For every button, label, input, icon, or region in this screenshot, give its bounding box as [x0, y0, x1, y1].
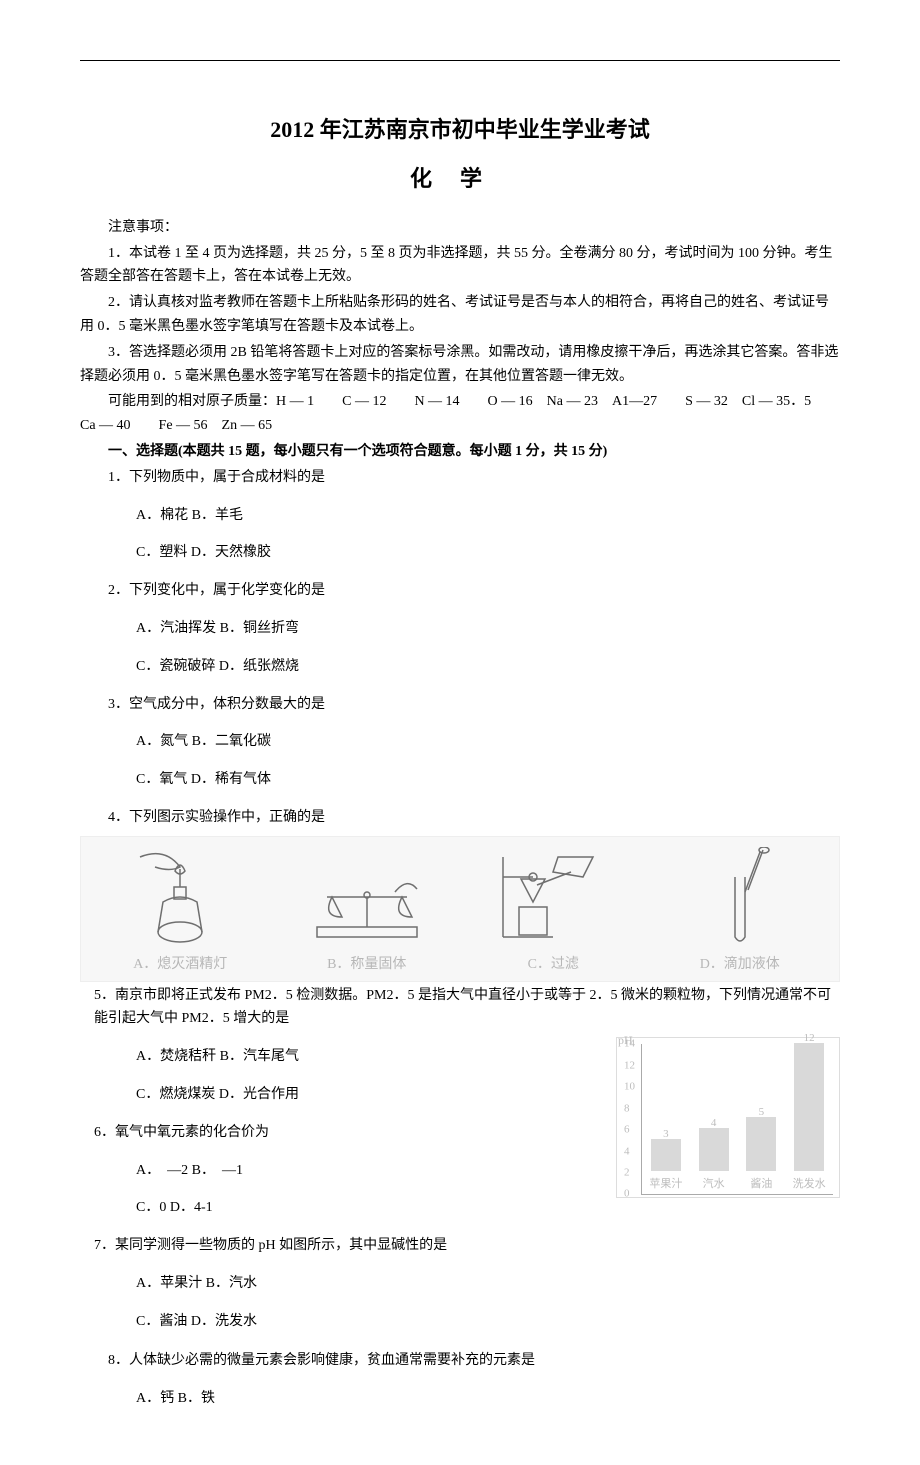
- ph-bar-2-val: 5: [746, 1103, 776, 1122]
- ph-ytick-2: 2: [624, 1163, 630, 1182]
- ph-bar-1-lab: 汽水: [697, 1175, 731, 1194]
- ph-bar-3: 12 洗发水: [792, 1043, 826, 1194]
- q3-opt-d: D．稀有气体: [191, 772, 271, 787]
- question-4: 4．下列图示实验操作中，正确的是: [108, 806, 840, 830]
- q4-fig-b: B．称量固体: [274, 847, 461, 977]
- q1-opt-d: D．天然橡胶: [191, 545, 271, 560]
- q7-opts-row1: A．苹果汁 B．汽水: [136, 1272, 840, 1296]
- q6-opt-c: C．0: [136, 1200, 166, 1215]
- notice-2: 2．请认真核对监考教师在答题卡上所粘贴条形码的姓名、考试证号是否与本人的相符合，…: [80, 291, 840, 339]
- ph-bar-1-val: 4: [699, 1114, 729, 1133]
- q8-opt-b: B．铁: [178, 1391, 215, 1406]
- q5-opt-c: C．燃烧煤炭: [136, 1087, 215, 1102]
- ph-chart: pH 14 12 10 8 6 4 2 0 3 苹果汁 4 汽水: [616, 1037, 840, 1198]
- title-sub: 化学: [80, 160, 840, 197]
- q2-opts-row1: A．汽油挥发 B．铜丝折弯: [136, 617, 840, 641]
- q3-opt-c: C．氧气: [136, 772, 187, 787]
- q4-fig-c: C．过滤: [460, 847, 647, 977]
- top-rule: [80, 60, 840, 61]
- q1-opt-c: C．塑料: [136, 545, 187, 560]
- dropper-tube-icon: [685, 847, 795, 947]
- ph-ytick-4: 4: [624, 1142, 630, 1161]
- q8-opt-a: A．钙: [136, 1391, 174, 1406]
- ph-bar-2-lab: 酱油: [744, 1175, 778, 1194]
- q3-opts-row1: A．氮气 B．二氧化碳: [136, 730, 840, 754]
- notice-3: 3．答选择题必须用 2B 铅笔将答题卡上对应的答案标号涂黑。如需改动，请用橡皮擦…: [80, 341, 840, 389]
- q6-opt-d: D．4-1: [170, 1200, 213, 1215]
- ph-bar-2-rect: 5: [746, 1117, 776, 1171]
- ph-bar-1-rect: 4: [699, 1128, 729, 1171]
- alcohol-lamp-icon: [125, 847, 235, 947]
- notice-heading: 注意事项：: [80, 216, 840, 240]
- ph-bar-1: 4 汽水: [697, 1128, 731, 1194]
- notice-1: 1．本试卷 1 至 4 页为选择题，共 25 分，5 至 8 页为非选择题，共 …: [80, 242, 840, 290]
- q3-opt-b: B．二氧化碳: [192, 734, 271, 749]
- q5-opt-b: B．汽车尾气: [220, 1049, 299, 1064]
- q8-opts-row1: A．钙 B．铁: [136, 1387, 840, 1411]
- q1-opt-b: B．羊毛: [192, 508, 243, 523]
- q4-opt-c: C．过滤: [460, 953, 647, 977]
- q3-opt-a: A．氮气: [136, 734, 188, 749]
- q2-opt-a: A．汽油挥发: [136, 621, 216, 636]
- q4-opt-a: A．熄灭酒精灯: [87, 953, 274, 977]
- ph-bar-0-lab: 苹果汁: [649, 1175, 683, 1194]
- q7-opt-d: D．洗发水: [191, 1314, 257, 1329]
- section1-heading: 一、选择题(本题共 15 题，每小题只有一个选项符合题意。每小题 1 分，共 1…: [80, 440, 840, 464]
- question-8: 8．人体缺少必需的微量元素会影响健康，贫血通常需要补充的元素是 A．钙 B．铁: [108, 1349, 840, 1411]
- ph-ytick-8: 8: [624, 1099, 630, 1118]
- question-1: 1．下列物质中，属于合成材料的是 A．棉花 B．羊毛 C．塑料 D．天然橡胶: [108, 466, 840, 565]
- ph-bar-0: 3 苹果汁: [649, 1139, 683, 1194]
- q1-opts-row2: C．塑料 D．天然橡胶: [136, 541, 840, 565]
- q1-opts-row1: A．棉花 B．羊毛: [136, 504, 840, 528]
- q7-opt-a: A．苹果汁: [136, 1276, 202, 1291]
- exam-page: 2012 年江苏南京市初中毕业生学业考试 化学 注意事项： 1．本试卷 1 至 …: [0, 0, 920, 1465]
- filtration-icon: [483, 847, 623, 947]
- q4-stem: 4．下列图示实验操作中，正确的是: [108, 806, 840, 830]
- q2-opts-row2: C．瓷碗破碎 D．纸张燃烧: [136, 655, 840, 679]
- ph-bar-0-val: 3: [651, 1125, 681, 1144]
- atomic-mass-line: 可能用到的相对原子质量：H — 1 C — 12 N — 14 O — 16 N…: [80, 390, 840, 438]
- q1-opt-a: A．棉花: [136, 508, 188, 523]
- ph-bar-3-rect: 12: [794, 1043, 824, 1171]
- q6-opt-b: B． —1: [192, 1163, 243, 1178]
- q4-fig-a: A．熄灭酒精灯: [87, 847, 274, 977]
- q4-fig-d: D．滴加液体: [647, 847, 834, 977]
- q5-opt-d: D．光合作用: [219, 1087, 299, 1102]
- question-3: 3．空气成分中，体积分数最大的是 A．氮气 B．二氧化碳 C．氧气 D．稀有气体: [108, 693, 840, 792]
- q7-opts-row2: C．酱油 D．洗发水: [136, 1310, 840, 1334]
- question-7-opts: A．苹果汁 B．汽水 C．酱油 D．洗发水: [108, 1272, 840, 1334]
- ph-ytick-10: 10: [624, 1078, 635, 1097]
- q7-opt-b: B．汽水: [206, 1276, 257, 1291]
- ph-bar-2: 5 酱油: [744, 1117, 778, 1194]
- ph-ytick-6: 6: [624, 1121, 630, 1140]
- q6-opt-a: A． —2: [136, 1163, 188, 1178]
- ph-ytick-12: 12: [624, 1056, 635, 1075]
- q1-stem: 1．下列物质中，属于合成材料的是: [108, 466, 840, 490]
- ph-bar-3-val: 12: [794, 1029, 824, 1048]
- q3-opts-row2: C．氧气 D．稀有气体: [136, 768, 840, 792]
- q4-opt-b: B．称量固体: [274, 953, 461, 977]
- balance-scale-icon: [287, 847, 447, 947]
- q2-opt-c: C．瓷碗破碎: [136, 659, 215, 674]
- ph-chart-bars: pH 14 12 10 8 6 4 2 0 3 苹果汁 4 汽水: [641, 1044, 833, 1195]
- title-main: 2012 年江苏南京市初中毕业生学业考试: [80, 111, 840, 148]
- ph-ytick-0: 0: [624, 1185, 630, 1204]
- q4-opt-d: D．滴加液体: [647, 953, 834, 977]
- ph-ytick-14: 14: [624, 1035, 635, 1054]
- q7-opt-c: C．酱油: [136, 1314, 187, 1329]
- ph-bar-3-lab: 洗发水: [792, 1175, 826, 1194]
- q5-opt-a: A．焚烧秸秆: [136, 1049, 216, 1064]
- q2-opt-b: B．铜丝折弯: [220, 621, 299, 636]
- q2-stem: 2．下列变化中，属于化学变化的是: [108, 579, 840, 603]
- question-2: 2．下列变化中，属于化学变化的是 A．汽油挥发 B．铜丝折弯 C．瓷碗破碎 D．…: [108, 579, 840, 678]
- q3-stem: 3．空气成分中，体积分数最大的是: [108, 693, 840, 717]
- q2-opt-d: D．纸张燃烧: [219, 659, 299, 674]
- q6-opts-row2: C．0 D．4-1: [136, 1196, 840, 1220]
- q4-figure-row: A．熄灭酒精灯 B．称量固体: [80, 836, 840, 982]
- ph-bar-0-rect: 3: [651, 1139, 681, 1171]
- q5-stem: 5．南京市即将正式发布 PM2．5 检测数据。PM2．5 是指大气中直径小于或等…: [94, 984, 840, 1032]
- q7-stem: 7．某同学测得一些物质的 pH 如图所示，其中显碱性的是: [94, 1234, 840, 1258]
- q8-stem: 8．人体缺少必需的微量元素会影响健康，贫血通常需要补充的元素是: [108, 1349, 840, 1373]
